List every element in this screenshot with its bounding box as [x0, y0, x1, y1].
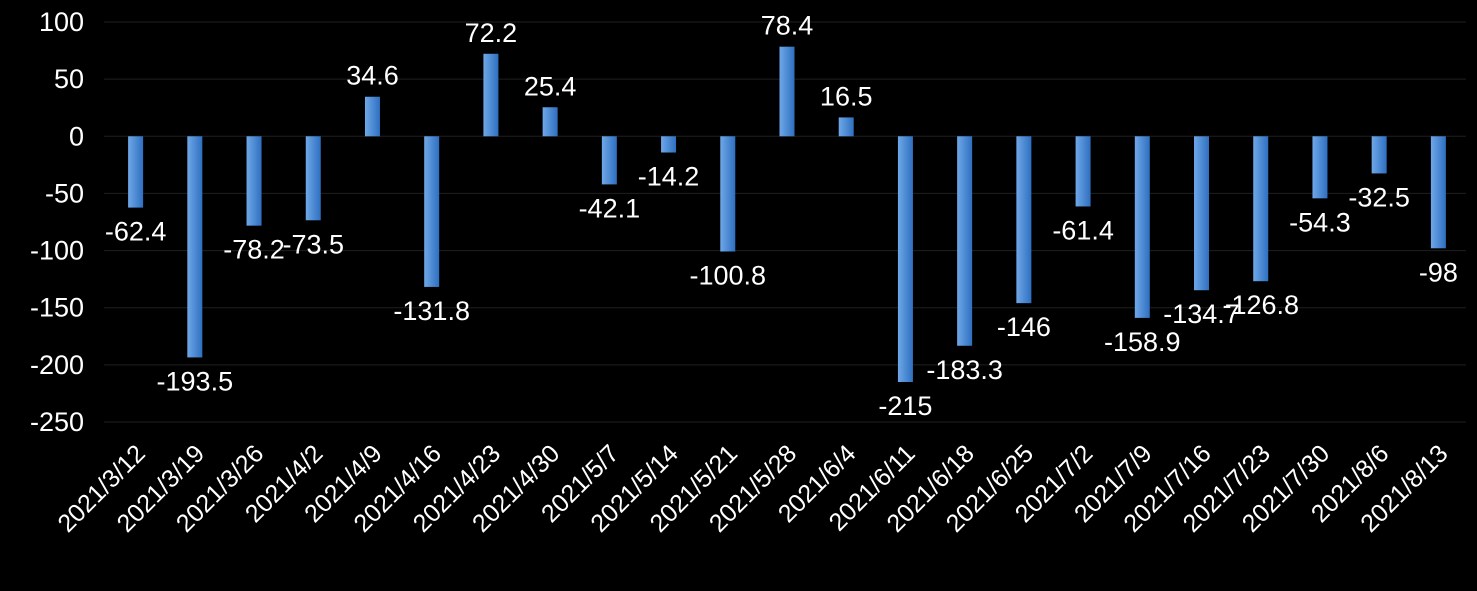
- y-axis: 100 50 0 -50 -100 -150 -200 -250: [30, 7, 84, 437]
- bars: [128, 46, 1446, 382]
- data-label: -62.4: [105, 217, 167, 247]
- y-tick-label: -100: [30, 236, 84, 266]
- bar: [1194, 136, 1210, 291]
- data-label: 34.6: [346, 61, 399, 91]
- y-tick-label: 100: [39, 7, 84, 37]
- data-label: -146: [997, 312, 1051, 342]
- bar: [897, 136, 913, 382]
- data-label: 72.2: [465, 18, 518, 48]
- data-label: -193.5: [157, 366, 234, 396]
- bar: [1253, 136, 1269, 282]
- bar: [720, 136, 736, 252]
- data-label: 16.5: [820, 81, 873, 111]
- data-label: -14.2: [638, 162, 700, 192]
- data-label: -98: [1419, 257, 1458, 287]
- bar: [957, 136, 973, 346]
- data-label: 78.4: [761, 11, 814, 41]
- bar: [1016, 136, 1032, 304]
- y-tick-label: -200: [30, 350, 84, 380]
- bar: [601, 136, 617, 185]
- bar: [661, 136, 677, 153]
- bar: [1430, 136, 1446, 249]
- data-label: -42.1: [579, 193, 641, 223]
- bar: [838, 117, 854, 137]
- bar: [128, 136, 144, 208]
- data-label: -73.5: [282, 229, 344, 259]
- bar: [483, 53, 499, 137]
- data-label: 25.4: [524, 71, 577, 101]
- data-label: -100.8: [690, 260, 767, 290]
- data-label: -61.4: [1052, 215, 1114, 245]
- y-tick-label: -250: [30, 407, 84, 437]
- data-label: -158.9: [1104, 327, 1181, 357]
- y-tick-label: 0: [69, 121, 84, 151]
- data-label: -183.3: [926, 355, 1003, 385]
- data-label: -131.8: [393, 296, 470, 326]
- y-tick-label: 50: [54, 64, 84, 94]
- bar: [779, 46, 795, 137]
- bar: [1134, 136, 1150, 318]
- bar: [364, 96, 380, 137]
- data-label: -32.5: [1348, 182, 1410, 212]
- y-tick-label: -150: [30, 293, 84, 323]
- bar: [187, 136, 203, 358]
- bar: [1075, 136, 1091, 207]
- bar: [542, 107, 558, 137]
- bar: [305, 136, 321, 221]
- bar: [424, 136, 440, 287]
- bar: [246, 136, 262, 226]
- data-label: -215: [878, 391, 932, 421]
- data-label: -54.3: [1289, 207, 1351, 237]
- data-label: -78.2: [223, 235, 285, 265]
- data-label: -126.8: [1222, 290, 1299, 320]
- data-label: -134.7: [1163, 299, 1240, 329]
- y-tick-label: -50: [45, 178, 84, 208]
- bar: [1312, 136, 1328, 199]
- bar: [1371, 136, 1387, 174]
- data-labels: -62.4 -193.5 -78.2-73.5 34.6 -131.8 72.225.4 -…: [105, 11, 1458, 421]
